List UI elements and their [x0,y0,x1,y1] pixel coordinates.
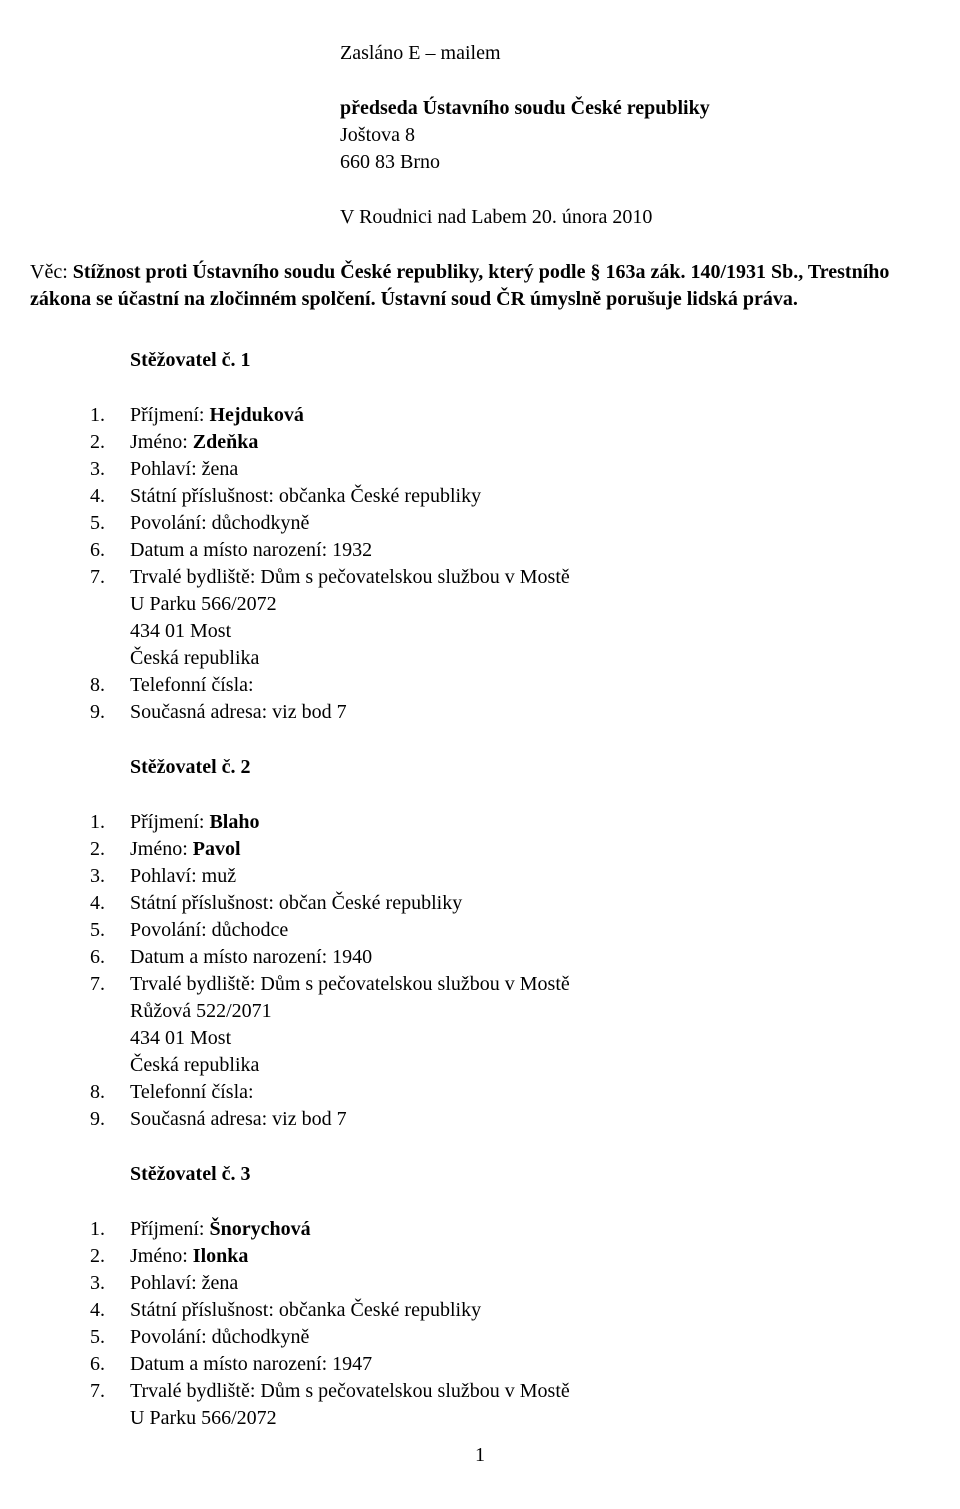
list-item: 3.Pohlaví: žena [90,456,930,483]
field-text: Povolání: důchodce [130,917,930,944]
field-text: Trvalé bydliště: Dům s pečovatelskou slu… [130,971,930,998]
field-value: Hejduková [209,404,303,426]
field-text: Datum a místo narození: 1932 [130,537,930,564]
addr-line: Česká republika [130,645,930,672]
field-text: Telefonní čísla: [130,1079,930,1106]
list-item: 7. Trvalé bydliště: Dům s pečovatelskou … [90,1378,930,1432]
recipient-block: předseda Ústavního soudu České republiky… [340,95,930,176]
page-number: 1 [30,1442,930,1469]
list-item: 2.Jméno: Ilonka [90,1243,930,1270]
list-item: 2.Jméno: Zdeňka [90,429,930,456]
addr-line: Česká republika [130,1052,930,1079]
list-item: 4.Státní příslušnost: občanka České repu… [90,483,930,510]
complainant-2-title: Stěžovatel č. 2 [130,756,251,778]
subject-block: Věc: Stížnost proti Ústavního soudu Česk… [30,259,930,313]
list-item: 4.Státní příslušnost: občanka České repu… [90,1297,930,1324]
list-item: 1.Příjmení: Blaho [90,809,930,836]
field-label: Příjmení: [130,404,204,426]
field-value: Blaho [209,811,259,833]
field-label: Jméno: [130,1245,188,1267]
addr-line: 434 01 Most [130,1025,930,1052]
list-item: 5.Povolání: důchodkyně [90,1324,930,1351]
place-date: V Roudnici nad Labem 20. února 2010 [340,204,930,231]
field-label: Jméno: [130,431,188,453]
complainant-1-title: Stěžovatel č. 1 [130,349,251,371]
recipient-addr1: Joštova 8 [340,122,930,149]
field-text: Povolání: důchodkyně [130,510,930,537]
field-text: Trvalé bydliště: Dům s pečovatelskou slu… [130,1378,930,1405]
subject-text: Stížnost proti Ústavního soudu České rep… [30,261,889,310]
field-text: Pohlaví: muž [130,863,930,890]
subject-label: Věc: [30,261,68,283]
field-label: Jméno: [130,838,188,860]
list-item: 3.Pohlaví: žena [90,1270,930,1297]
list-item: 3.Pohlaví: muž [90,863,930,890]
complainant-3-title: Stěžovatel č. 3 [130,1163,251,1185]
list-item: 5.Povolání: důchodkyně [90,510,930,537]
recipient-addr2: 660 83 Brno [340,149,930,176]
field-label: Příjmení: [130,811,204,833]
complainant-3-title-wrap: Stěžovatel č. 3 [130,1161,930,1188]
field-text: Datum a místo narození: 1947 [130,1351,930,1378]
list-item: 4.Státní příslušnost: občan České republ… [90,890,930,917]
field-text: Pohlaví: žena [130,456,930,483]
list-item: 1.Příjmení: Šnorychová [90,1216,930,1243]
list-item: 6.Datum a místo narození: 1947 [90,1351,930,1378]
list-item: 1.Příjmení: Hejduková [90,402,930,429]
complainant-1-title-wrap: Stěžovatel č. 1 [130,347,930,374]
list-item: 2.Jméno: Pavol [90,836,930,863]
list-item: 5.Povolání: důchodce [90,917,930,944]
list-item: 7. Trvalé bydliště: Dům s pečovatelskou … [90,564,930,672]
field-label: Příjmení: [130,1218,204,1240]
complainant-2-title-wrap: Stěžovatel č. 2 [130,754,930,781]
field-text: Povolání: důchodkyně [130,1324,930,1351]
field-text: Současná adresa: viz bod 7 [130,1106,930,1133]
field-value: Ilonka [193,1245,249,1267]
list-item: 6.Datum a místo narození: 1932 [90,537,930,564]
field-text: Datum a místo narození: 1940 [130,944,930,971]
sent-by-line: Zasláno E – mailem [340,40,930,67]
field-text: Státní příslušnost: občan České republik… [130,890,930,917]
addr-line: 434 01 Most [130,618,930,645]
field-value: Šnorychová [209,1218,310,1240]
list-item: 8.Telefonní čísla: [90,672,930,699]
list-item: 7. Trvalé bydliště: Dům s pečovatelskou … [90,971,930,1079]
list-item: 8.Telefonní čísla: [90,1079,930,1106]
field-value: Pavol [193,838,241,860]
field-value: Zdeňka [193,431,259,453]
field-text: Telefonní čísla: [130,672,930,699]
recipient-title: předseda Ústavního soudu České republiky [340,95,930,122]
list-item: 6.Datum a místo narození: 1940 [90,944,930,971]
field-text: Současná adresa: viz bod 7 [130,699,930,726]
addr-line: Růžová 522/2071 [130,998,930,1025]
addr-line: U Parku 566/2072 [130,1405,930,1432]
addr-line: U Parku 566/2072 [130,591,930,618]
field-text: Trvalé bydliště: Dům s pečovatelskou slu… [130,564,930,591]
list-item: 9.Současná adresa: viz bod 7 [90,699,930,726]
complainant-2-list: 1.Příjmení: Blaho 2.Jméno: Pavol 3.Pohla… [30,809,930,1133]
field-text: Pohlaví: žena [130,1270,930,1297]
complainant-1-list: 1.Příjmení: Hejduková 2.Jméno: Zdeňka 3.… [30,402,930,726]
page: Zasláno E – mailem předseda Ústavního so… [0,0,960,1509]
list-item: 9.Současná adresa: viz bod 7 [90,1106,930,1133]
complainant-3-list: 1.Příjmení: Šnorychová 2.Jméno: Ilonka 3… [30,1216,930,1432]
field-text: Státní příslušnost: občanka České republ… [130,1297,930,1324]
field-text: Státní příslušnost: občanka České republ… [130,483,930,510]
